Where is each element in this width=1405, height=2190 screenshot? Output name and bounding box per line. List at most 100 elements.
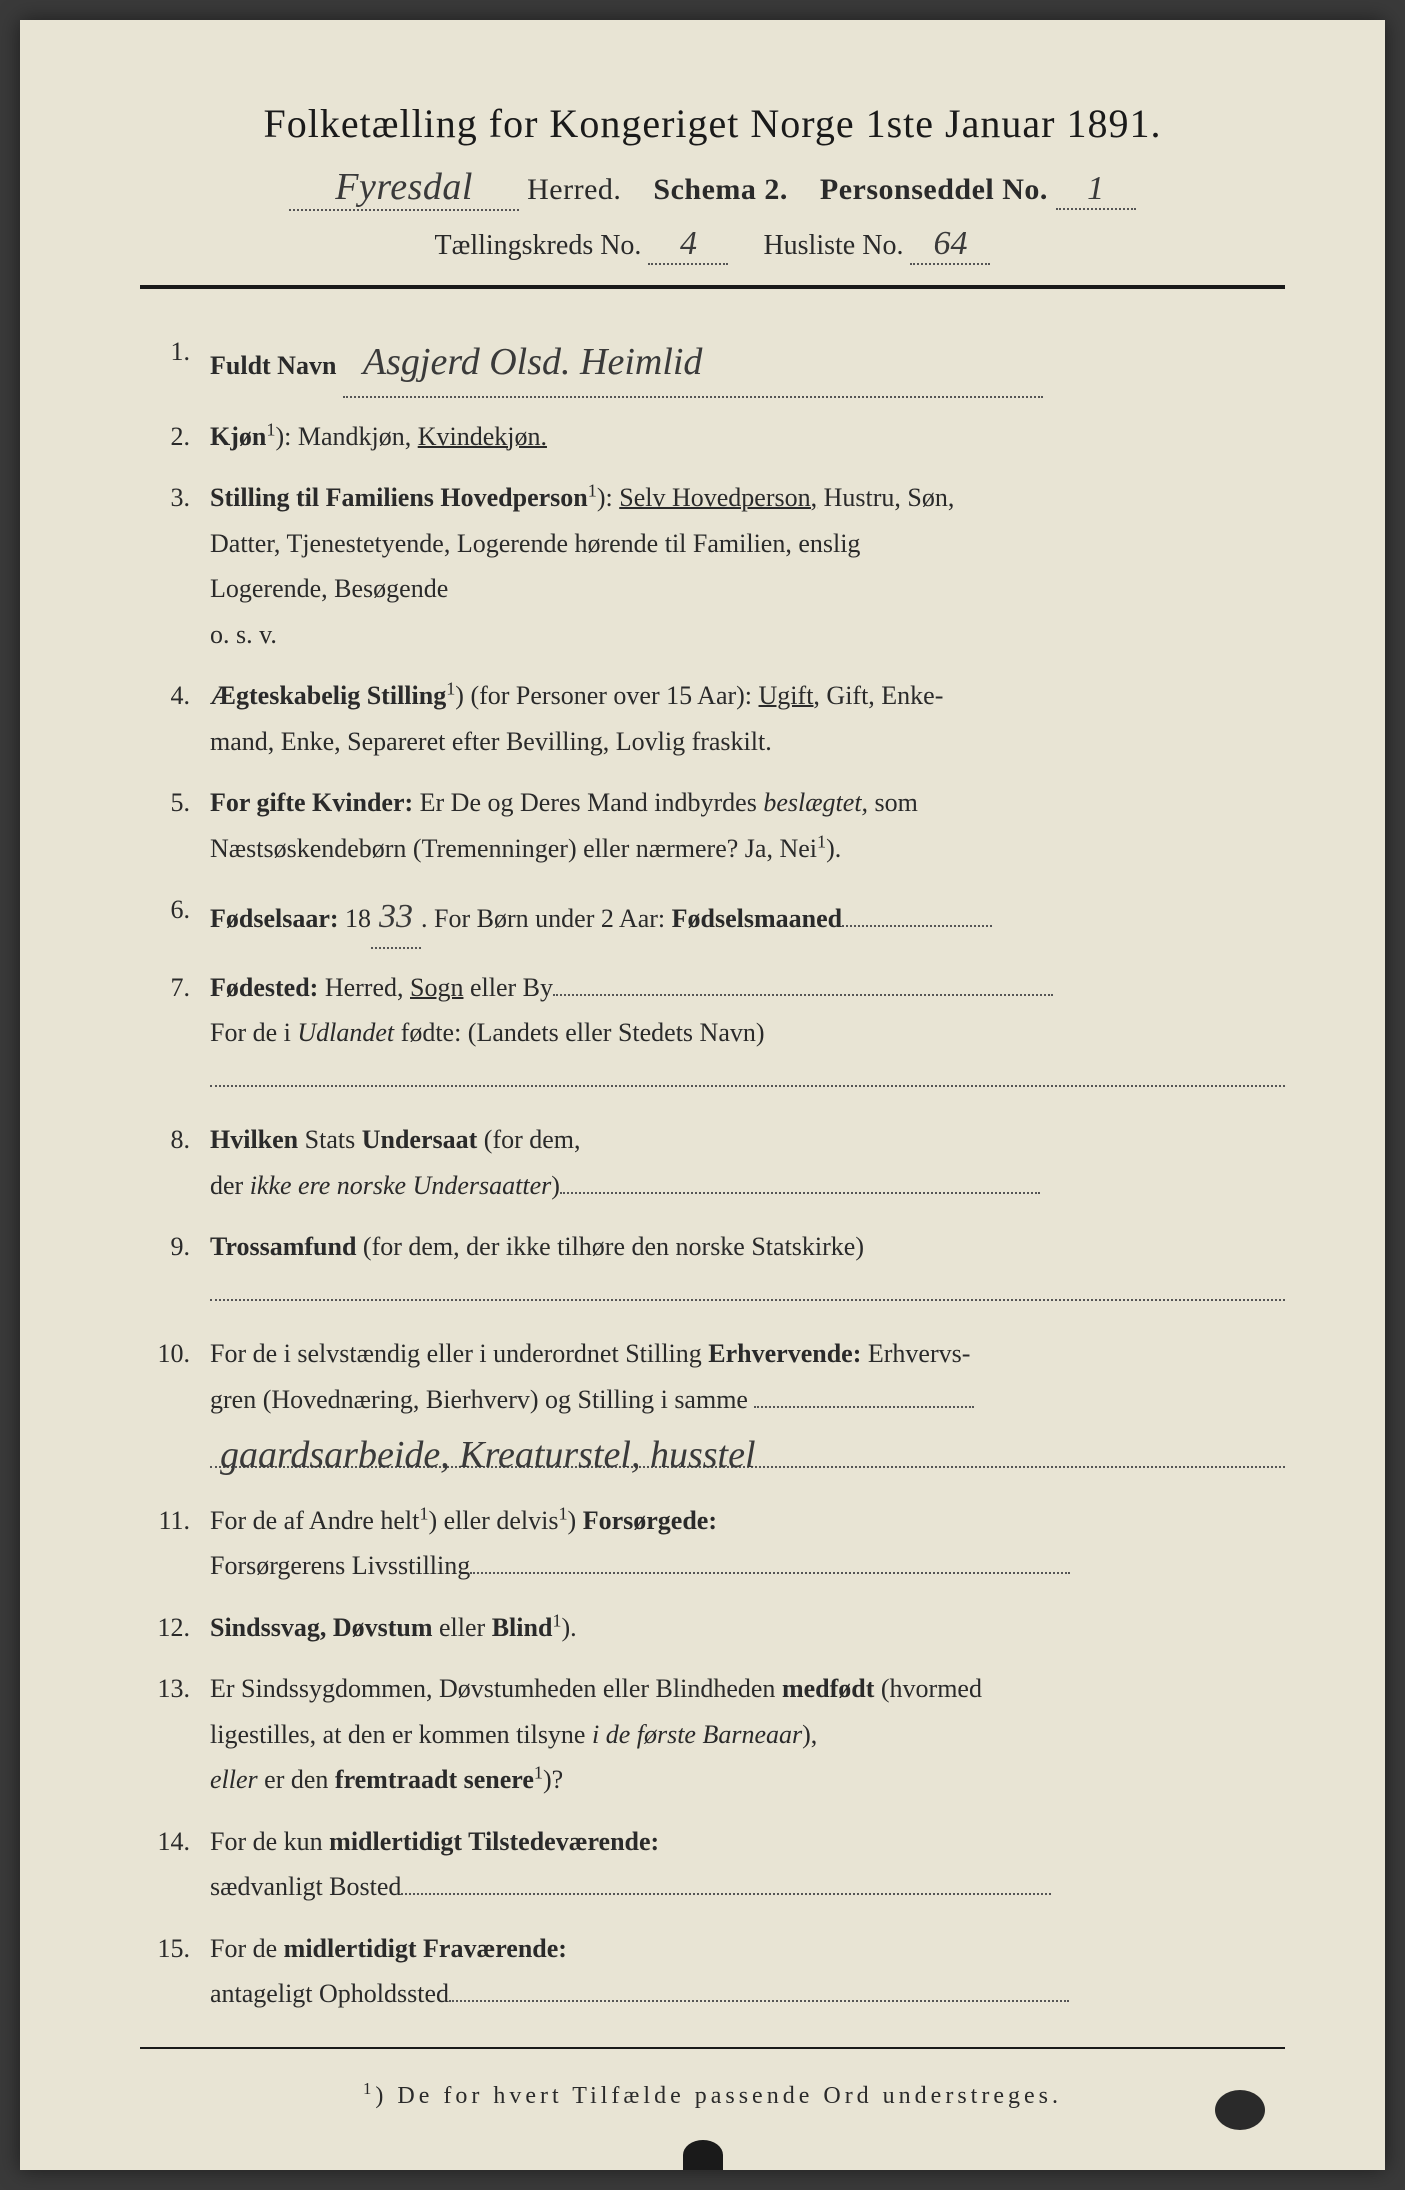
label: Fuldt Navn	[210, 351, 336, 380]
sup: 1	[552, 1610, 561, 1630]
form-header: Folketælling for Kongeriget Norge 1ste J…	[140, 100, 1285, 265]
item-num: 7.	[140, 965, 210, 1011]
item-num: 4.	[140, 673, 210, 719]
blank-line	[210, 1270, 1285, 1301]
page-tear	[683, 2140, 723, 2170]
item-2: 2. Kjøn1): Mandkjøn, Kvindekjøn.	[140, 414, 1285, 460]
item-num: 10.	[140, 1331, 210, 1377]
line2: mand, Enke, Separeret efter Bevilling, L…	[210, 719, 1285, 765]
line2: ligestilles, at den er kommen tilsyne i …	[210, 1712, 1285, 1758]
item-3: 3. Stilling til Familiens Hovedperson1):…	[140, 475, 1285, 657]
line4: o. s. v.	[210, 612, 1285, 658]
text: For de af Andre helt	[210, 1506, 419, 1535]
text: For de kun	[210, 1827, 329, 1856]
kreds-no: 4	[648, 225, 728, 265]
item-content: Hvilken Stats Undersaat (for dem, der ik…	[210, 1117, 1285, 1208]
text: eller	[433, 1613, 492, 1642]
blank-line	[210, 1056, 1285, 1087]
label: Hvilken	[210, 1125, 298, 1154]
blank	[553, 994, 1053, 996]
line2: der ikke ere norske Undersaatter)	[210, 1163, 1285, 1209]
person-label: Personseddel No.	[820, 173, 1048, 206]
item-7: 7. Fødested: Herred, Sogn eller By For d…	[140, 965, 1285, 1102]
text: er den	[258, 1765, 335, 1794]
line2: sædvanligt Bosted	[210, 1864, 1285, 1910]
footnote: 1) De for hvert Tilfælde passende Ord un…	[140, 2079, 1285, 2110]
ital: eller	[210, 1765, 258, 1794]
month-blank	[842, 925, 992, 927]
ital: Udlandet	[297, 1018, 394, 1047]
item-num: 3.	[140, 475, 210, 521]
kreds-line: Tællingskreds No. 4 Husliste No. 64	[140, 225, 1285, 265]
selected: Sogn	[410, 973, 463, 1002]
line2: antageligt Opholdssted	[210, 1971, 1285, 2017]
schema-label: Schema 2.	[653, 173, 788, 206]
text: For de i	[210, 1018, 297, 1047]
text: Hustru, Søn,	[817, 483, 954, 512]
label: Ægteskabelig Stilling	[210, 681, 446, 710]
text: Erhvervs-	[861, 1339, 970, 1368]
year-value: 33	[371, 887, 421, 949]
item-content: For de kun midlertidigt Tilstedeværende:…	[210, 1819, 1285, 1910]
husliste-no: 64	[910, 225, 990, 265]
herred-value: Fyresdal	[289, 165, 519, 211]
ink-spot	[1215, 2090, 1265, 2130]
item-num: 6.	[140, 887, 210, 933]
item-11: 11. For de af Andre helt1) eller delvis1…	[140, 1498, 1285, 1589]
text: sædvanligt Bosted	[210, 1872, 401, 1901]
sup: 1	[534, 1763, 543, 1783]
text: (for dem, der ikke tilhøre den norske St…	[356, 1232, 864, 1261]
item-num: 11.	[140, 1498, 210, 1544]
text: antageligt Opholdssted	[210, 1979, 449, 2008]
blank	[470, 1572, 1070, 1574]
text: ligestilles, at den er kommen tilsyne	[210, 1720, 592, 1749]
item-6: 6. Fødselsaar: 1833. For Børn under 2 Aa…	[140, 887, 1285, 949]
text: gren (Hovednæring, Bierhverv) og Stillin…	[210, 1385, 748, 1414]
item-8: 8. Hvilken Stats Undersaat (for dem, der…	[140, 1117, 1285, 1208]
item-content: Ægteskabelig Stilling1) (for Personer ov…	[210, 673, 1285, 764]
divider-top	[140, 285, 1285, 289]
item-num: 15.	[140, 1926, 210, 1972]
sup: 1	[363, 2079, 375, 2098]
text: For de i selvstændig eller i underordnet…	[210, 1339, 708, 1368]
item-num: 13.	[140, 1666, 210, 1712]
item-12: 12. Sindssvag, Døvstum eller Blind1).	[140, 1605, 1285, 1651]
text: ).	[826, 834, 841, 863]
label: For gifte Kvinder:	[210, 788, 413, 817]
label2: Blind	[492, 1613, 553, 1642]
text: Stats	[298, 1125, 362, 1154]
item-content: Fuldt Navn Asgjerd Olsd. Heimlid	[210, 329, 1285, 398]
text: Er De og Deres Mand indbyrdes	[413, 788, 763, 817]
text: )	[551, 1171, 560, 1200]
text: ) (for Personer over 15 Aar):	[455, 681, 758, 710]
label: Forsørgede:	[583, 1506, 717, 1535]
blank	[560, 1192, 1040, 1194]
item-content: Fødested: Herred, Sogn eller By For de i…	[210, 965, 1285, 1102]
item-content: Stilling til Familiens Hovedperson1): Se…	[210, 475, 1285, 657]
selected: Selv Hovedperson,	[619, 483, 817, 512]
bold: midlertidigt Fraværende:	[284, 1934, 567, 1963]
item-content: Er Sindssygdommen, Døvstumheden eller Bl…	[210, 1666, 1285, 1803]
bold: midlertidigt Tilstedeværende:	[329, 1827, 659, 1856]
item-num: 12.	[140, 1605, 210, 1651]
blank	[449, 2000, 1069, 2002]
text: Er Sindssygdommen, Døvstumheden eller Bl…	[210, 1674, 782, 1703]
sup: 1	[558, 1503, 567, 1523]
bold: fremtraadt senere	[335, 1765, 534, 1794]
item-num: 5.	[140, 780, 210, 826]
selected: Kvindekjøn.	[418, 422, 547, 451]
sup: 1	[588, 480, 597, 500]
label: Fødselsaar:	[210, 904, 339, 933]
item-10: 10. For de i selvstændig eller i underor…	[140, 1331, 1285, 1482]
text: eller By	[463, 973, 553, 1002]
item-num: 14.	[140, 1819, 210, 1865]
label: Undersaat	[362, 1125, 478, 1154]
label: Trossamfund	[210, 1232, 356, 1261]
label: Fødested:	[210, 973, 318, 1002]
husliste-label: Husliste No.	[763, 230, 903, 261]
text: (for dem,	[477, 1125, 580, 1154]
kreds-label: Tællingskreds No.	[435, 230, 642, 261]
text: som	[868, 788, 918, 817]
occupation-value: gaardsarbeide, Kreaturstel, husstel	[210, 1422, 1285, 1468]
text: ) eller delvis	[428, 1506, 558, 1535]
